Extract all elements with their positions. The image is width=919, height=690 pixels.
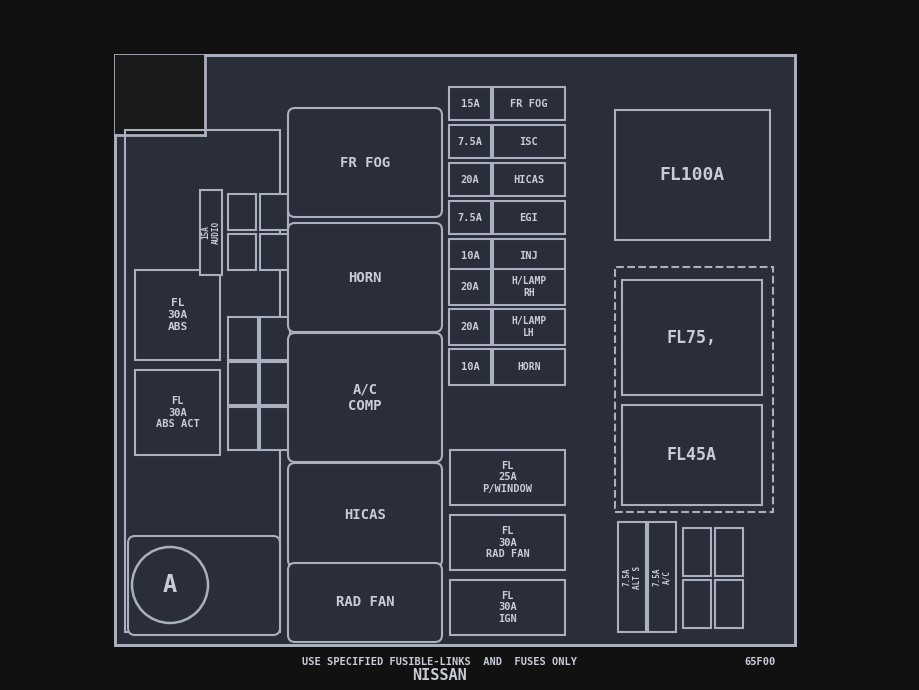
Bar	[260, 234, 288, 270]
Text: 15A
AUDIO: 15A AUDIO	[201, 221, 221, 244]
Bar	[493, 309, 564, 345]
Bar	[448, 309, 491, 345]
Text: FR FOG: FR FOG	[339, 155, 390, 170]
Text: ISC: ISC	[519, 137, 538, 146]
Bar	[493, 239, 564, 272]
Text: 20A: 20A	[460, 175, 479, 184]
Bar	[449, 580, 564, 635]
Bar	[714, 580, 743, 628]
Text: 15A: 15A	[460, 99, 479, 108]
Bar	[199, 190, 221, 275]
Bar	[621, 405, 761, 505]
Bar	[115, 55, 205, 135]
FancyBboxPatch shape	[288, 463, 441, 567]
Bar	[449, 515, 564, 570]
Bar	[682, 528, 710, 576]
Text: A/C
COMP: A/C COMP	[348, 382, 381, 413]
Text: HICAS: HICAS	[513, 175, 544, 184]
Bar	[493, 125, 564, 158]
Bar	[448, 349, 491, 385]
Text: 20A: 20A	[460, 282, 479, 292]
Text: 10A: 10A	[460, 250, 479, 261]
Bar	[448, 125, 491, 158]
Bar	[115, 55, 794, 645]
Text: FL75,: FL75,	[666, 328, 716, 346]
Text: HORN: HORN	[516, 362, 540, 372]
Bar	[0, 645, 919, 690]
Text: 65F00: 65F00	[743, 657, 775, 667]
Bar	[621, 280, 761, 395]
Bar	[228, 234, 255, 270]
Text: FL45A: FL45A	[666, 446, 716, 464]
Bar	[647, 522, 675, 632]
Bar	[135, 270, 220, 360]
Bar	[448, 239, 491, 272]
FancyBboxPatch shape	[288, 333, 441, 462]
Bar	[448, 201, 491, 234]
Text: FL
30A
ABS: FL 30A ABS	[167, 298, 187, 332]
Bar	[493, 269, 564, 305]
Bar	[493, 349, 564, 385]
Text: H/LAMP
LH: H/LAMP LH	[511, 316, 546, 338]
Bar	[449, 450, 564, 505]
Text: 7.5A
A/C: 7.5A A/C	[652, 568, 671, 586]
FancyBboxPatch shape	[288, 223, 441, 332]
Bar	[260, 407, 289, 450]
Text: FL
30A
RAD FAN: FL 30A RAD FAN	[485, 526, 528, 559]
Bar	[0, 0, 115, 690]
Bar	[260, 194, 288, 230]
Bar	[135, 370, 220, 455]
Bar	[125, 130, 279, 632]
Bar	[493, 201, 564, 234]
Text: 10A: 10A	[460, 362, 479, 372]
Text: INJ: INJ	[519, 250, 538, 261]
Bar	[614, 267, 772, 512]
Text: FL100A: FL100A	[659, 166, 724, 184]
Bar	[614, 110, 769, 240]
Text: USE SPECIFIED FUSIBLE-LINKS  AND  FUSES ONLY: USE SPECIFIED FUSIBLE-LINKS AND FUSES ON…	[302, 657, 577, 667]
Text: RAD FAN: RAD FAN	[335, 595, 394, 609]
Text: FL
30A
ABS ACT: FL 30A ABS ACT	[155, 396, 199, 429]
Bar	[493, 87, 564, 120]
Text: 20A: 20A	[460, 322, 479, 332]
Text: FR FOG: FR FOG	[510, 99, 547, 108]
Text: FL
30A
IGN: FL 30A IGN	[497, 591, 516, 624]
Text: 7.5A: 7.5A	[457, 137, 482, 146]
Bar	[448, 87, 491, 120]
Bar	[682, 580, 710, 628]
Bar	[448, 163, 491, 196]
Bar	[260, 362, 289, 405]
Bar	[0, 0, 919, 55]
Text: HORN: HORN	[348, 270, 381, 284]
Text: NISSAN: NISSAN	[413, 669, 467, 684]
Text: EGI: EGI	[519, 213, 538, 222]
Bar	[228, 194, 255, 230]
Bar	[493, 163, 564, 196]
Bar	[448, 269, 491, 305]
Bar	[260, 317, 289, 360]
Bar	[618, 522, 645, 632]
Bar	[714, 528, 743, 576]
Bar	[228, 407, 257, 450]
FancyBboxPatch shape	[288, 563, 441, 642]
Bar	[228, 362, 257, 405]
Text: A: A	[163, 573, 177, 597]
FancyBboxPatch shape	[288, 108, 441, 217]
Text: 7.5A
ALT S: 7.5A ALT S	[621, 565, 641, 589]
Text: HICAS: HICAS	[344, 508, 385, 522]
Text: 7.5A: 7.5A	[457, 213, 482, 222]
Text: FL
25A
P/WINDOW: FL 25A P/WINDOW	[482, 461, 532, 494]
Bar	[794, 0, 919, 690]
Bar	[228, 317, 257, 360]
FancyBboxPatch shape	[128, 536, 279, 635]
Text: H/LAMP
RH: H/LAMP RH	[511, 276, 546, 298]
